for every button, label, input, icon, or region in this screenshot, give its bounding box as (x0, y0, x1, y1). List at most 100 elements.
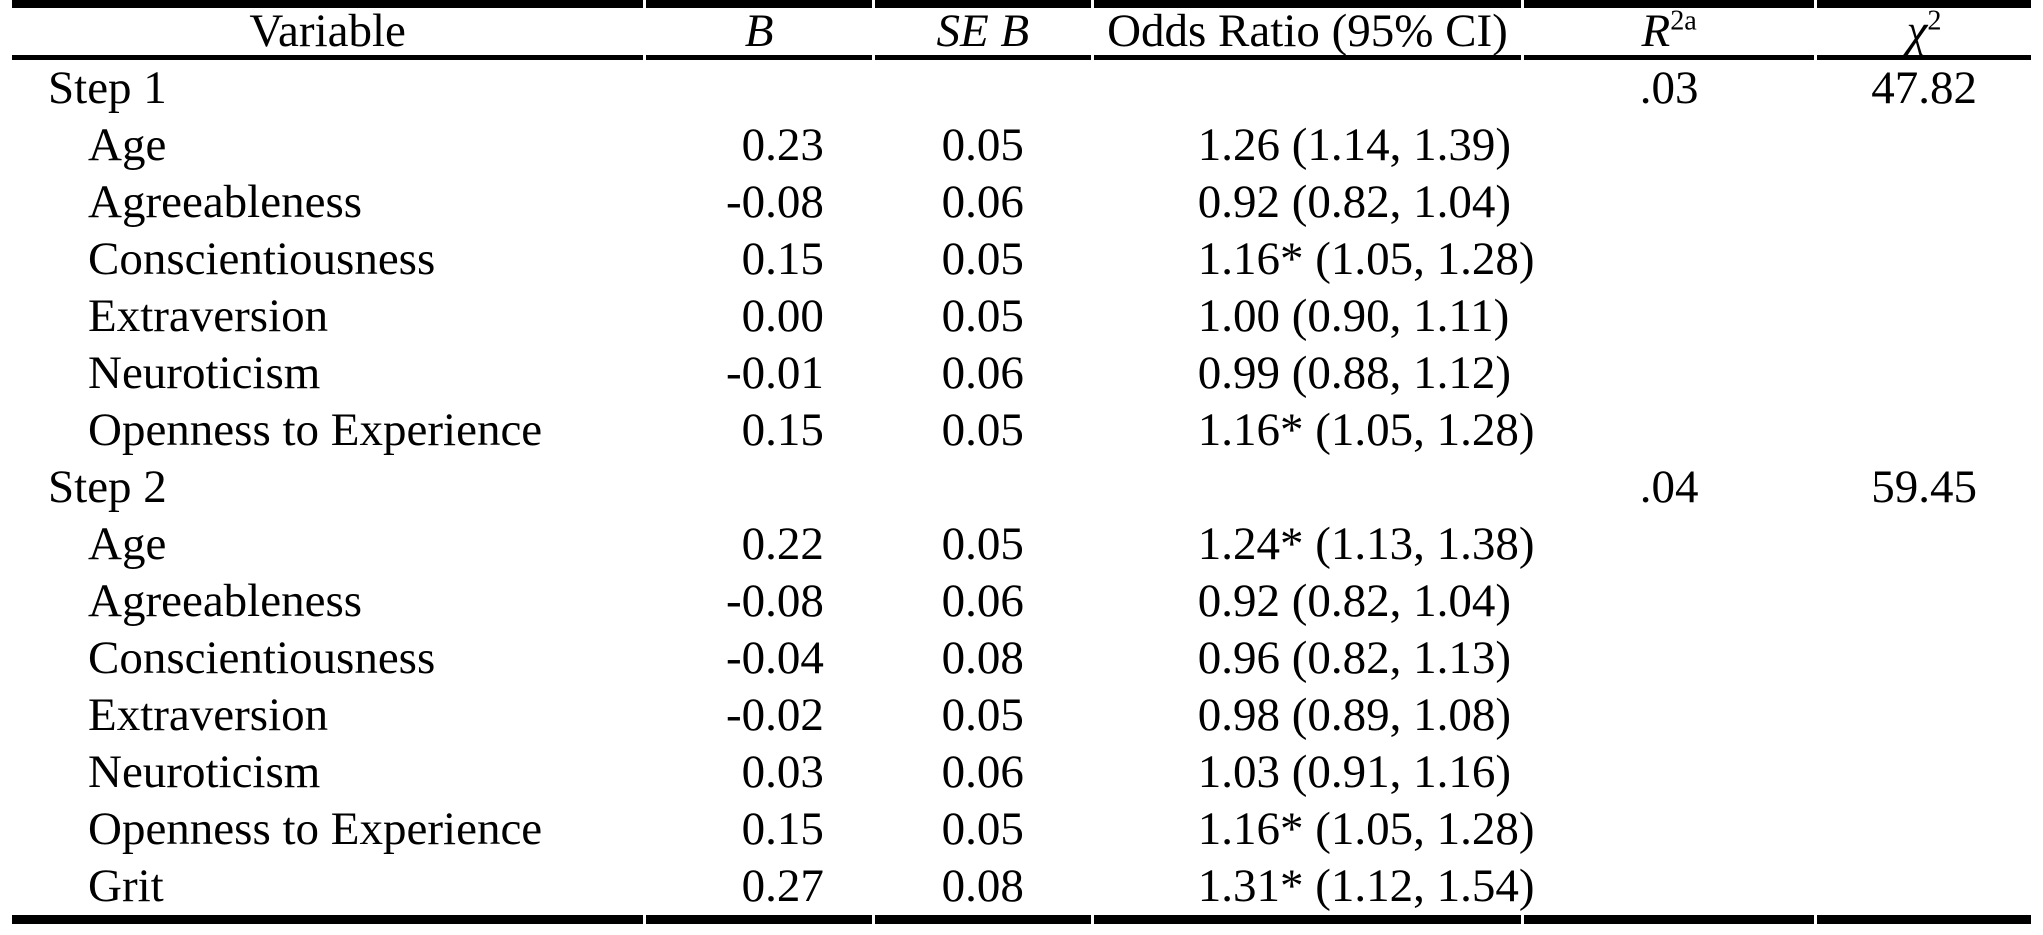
cell-odds-ratio: 0.92 (0.82, 1.04) (1197, 176, 1512, 228)
cell-chi-squared (1817, 744, 2031, 801)
chi-squared-superscript: 2 (1927, 5, 1942, 37)
cell-se-b: 0.05 (941, 404, 1024, 456)
cell-se-b: 0.05 (941, 290, 1024, 342)
regression-table: Variable B SE B Odds Ratio (95% CI) R2a … (9, 0, 2034, 924)
cell-r-squared (1524, 174, 1814, 231)
table-row: Extraversion -0.02 0.05 0.98 (0.89, 1.08… (12, 687, 2031, 744)
cell-b: 0.15 (741, 803, 824, 855)
cell-odds-ratio (1094, 60, 1521, 117)
cell-odds-ratio: 1.24* (1.13, 1.38) (1197, 518, 1535, 570)
col-header-chi-squared: χ2 (1817, 0, 2031, 60)
cell-variable: Extraversion (88, 290, 329, 342)
cell-chi-squared: 59.45 (1871, 461, 1977, 513)
cell-chi-squared (1817, 402, 2031, 459)
cell-variable: Agreeableness (88, 575, 363, 627)
cell-r-squared: .04 (1639, 461, 1699, 513)
cell-r-squared (1524, 630, 1814, 687)
cell-chi-squared (1817, 630, 2031, 687)
cell-b: -0.02 (725, 689, 824, 741)
cell-se-b: 0.06 (941, 347, 1024, 399)
r-squared-superscript: 2a (1670, 5, 1697, 37)
cell-chi-squared (1817, 858, 2031, 924)
table-row: Openness to Experience 0.15 0.05 1.16* (… (12, 801, 2031, 858)
cell-r-squared (1524, 402, 1814, 459)
cell-chi-squared (1817, 174, 2031, 231)
cell-variable: Conscientiousness (88, 233, 436, 285)
cell-se-b: 0.08 (874, 858, 1091, 924)
cell-r-squared (1524, 573, 1814, 630)
table-row: Agreeableness -0.08 0.06 0.92 (0.82, 1.0… (12, 174, 2031, 231)
cell-variable: Conscientiousness (88, 632, 436, 684)
table-row-step-2: Step 2 .04 59.45 (12, 459, 2031, 516)
cell-b (646, 60, 872, 117)
cell-se-b (875, 60, 1091, 117)
table-row: Conscientiousness 0.15 0.05 1.16* (1.05,… (12, 231, 2031, 288)
cell-r-squared (1524, 516, 1814, 573)
cell-chi-squared (1817, 516, 2031, 573)
cell-r-squared (1524, 858, 1815, 924)
cell-variable: Age (88, 518, 167, 570)
cell-variable: Extraversion (88, 689, 329, 741)
col-header-b: B (646, 0, 872, 60)
cell-se-b: 0.05 (941, 803, 1024, 855)
table-row-step-1: Step 1 .03 47.82 (12, 60, 2031, 117)
col-header-variable: Variable (12, 0, 644, 60)
cell-chi-squared (1817, 231, 2031, 288)
r-symbol: R (1641, 5, 1671, 57)
table-row: Age 0.22 0.05 1.24* (1.13, 1.38) (12, 516, 2031, 573)
cell-odds-ratio: 0.92 (0.82, 1.04) (1197, 575, 1512, 627)
cell-chi-squared (1817, 345, 2031, 402)
cell-se-b (875, 459, 1091, 516)
cell-variable: Step 1 (48, 62, 167, 114)
cell-odds-ratio: 1.16* (1.05, 1.28) (1197, 803, 1535, 855)
cell-b: 0.27 (646, 858, 872, 924)
cell-odds-ratio: 0.96 (0.82, 1.13) (1197, 632, 1512, 684)
header-row: Variable B SE B Odds Ratio (95% CI) R2a … (12, 0, 2031, 60)
table-row: Conscientiousness -0.04 0.08 0.96 (0.82,… (12, 630, 2031, 687)
cell-se-b: 0.05 (941, 689, 1024, 741)
cell-r-squared (1524, 231, 1814, 288)
cell-r-squared (1524, 744, 1814, 801)
table-row: Neuroticism -0.01 0.06 0.99 (0.88, 1.12) (12, 345, 2031, 402)
table-row-grit: Grit 0.27 0.08 1.31* (1.12, 1.54) (12, 858, 2031, 924)
cell-se-b: 0.06 (941, 176, 1024, 228)
cell-variable: Grit (12, 858, 644, 924)
cell-b: -0.08 (725, 575, 824, 627)
cell-variable: Agreeableness (88, 176, 363, 228)
table-row: Openness to Experience 0.15 0.05 1.16* (… (12, 402, 2031, 459)
cell-b (646, 459, 872, 516)
col-header-r-squared: R2a (1524, 0, 1815, 60)
col-header-odds-ratio: Odds Ratio (95% CI) (1093, 0, 1522, 60)
cell-odds-ratio: 1.16* (1.05, 1.28) (1197, 233, 1535, 285)
cell-r-squared (1524, 117, 1814, 174)
cell-b: 0.03 (741, 746, 824, 798)
table-row: Extraversion 0.00 0.05 1.00 (0.90, 1.11) (12, 288, 2031, 345)
cell-variable: Neuroticism (88, 746, 321, 798)
cell-b: -0.08 (725, 176, 824, 228)
cell-b: 0.23 (741, 119, 824, 171)
cell-r-squared (1524, 687, 1814, 744)
cell-chi-squared (1817, 801, 2031, 858)
cell-odds-ratio: 1.03 (0.91, 1.16) (1197, 746, 1512, 798)
cell-odds-ratio (1094, 459, 1521, 516)
cell-odds-ratio: 0.98 (0.89, 1.08) (1197, 689, 1512, 741)
cell-se-b: 0.06 (941, 746, 1024, 798)
cell-odds-ratio: 1.00 (0.90, 1.11) (1197, 290, 1510, 342)
cell-variable: Step 2 (48, 461, 167, 513)
cell-chi-squared (1817, 573, 2031, 630)
cell-r-squared (1524, 801, 1814, 858)
cell-variable: Age (88, 119, 167, 171)
cell-b: -0.01 (725, 347, 824, 399)
cell-b: -0.04 (725, 632, 824, 684)
cell-r-squared: .03 (1639, 62, 1699, 114)
cell-se-b: 0.08 (941, 632, 1024, 684)
cell-chi-squared: 47.82 (1871, 62, 1977, 114)
cell-r-squared (1524, 345, 1814, 402)
cell-se-b: 0.05 (941, 233, 1024, 285)
table-row: Age 0.23 0.05 1.26 (1.14, 1.39) (12, 117, 2031, 174)
cell-chi-squared (1817, 288, 2031, 345)
cell-odds-ratio: 1.31* (1.12, 1.54) (1093, 858, 1535, 924)
cell-se-b: 0.05 (941, 518, 1024, 570)
cell-odds-ratio: 1.26 (1.14, 1.39) (1197, 119, 1512, 171)
